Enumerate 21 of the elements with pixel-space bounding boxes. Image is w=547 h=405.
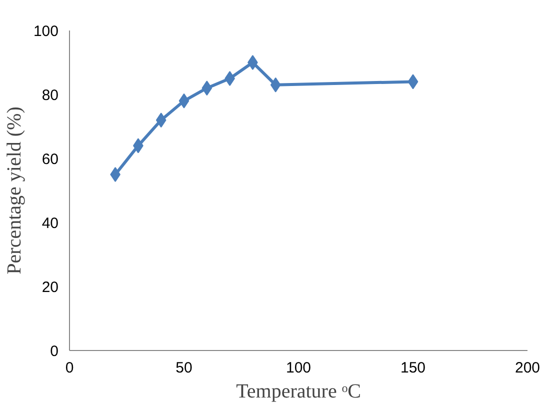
y-axis-title: Percentage yield (%) [3, 106, 26, 274]
y-tick-label: 60 [42, 151, 59, 168]
x-tick-label: 0 [65, 360, 74, 376]
x-axis-title: Temperature ᵒC [236, 380, 361, 402]
point [408, 74, 418, 90]
point [202, 80, 212, 96]
y-tick-label: 80 [42, 87, 59, 104]
point [224, 71, 235, 86]
point [156, 112, 166, 128]
y-tick-label: 100 [33, 23, 59, 40]
y-tick-label: 0 [50, 343, 58, 360]
y-tick-label: 20 [42, 279, 59, 296]
x-tick-label: 50 [176, 360, 192, 376]
x-tick-label: 150 [400, 360, 426, 376]
x-tick-label: 200 [514, 360, 540, 376]
y-tick-label: 40 [42, 215, 59, 232]
point [248, 55, 258, 70]
point [270, 77, 281, 92]
x-tick-label: 100 [286, 360, 312, 376]
point [178, 93, 190, 108]
point [110, 167, 120, 182]
